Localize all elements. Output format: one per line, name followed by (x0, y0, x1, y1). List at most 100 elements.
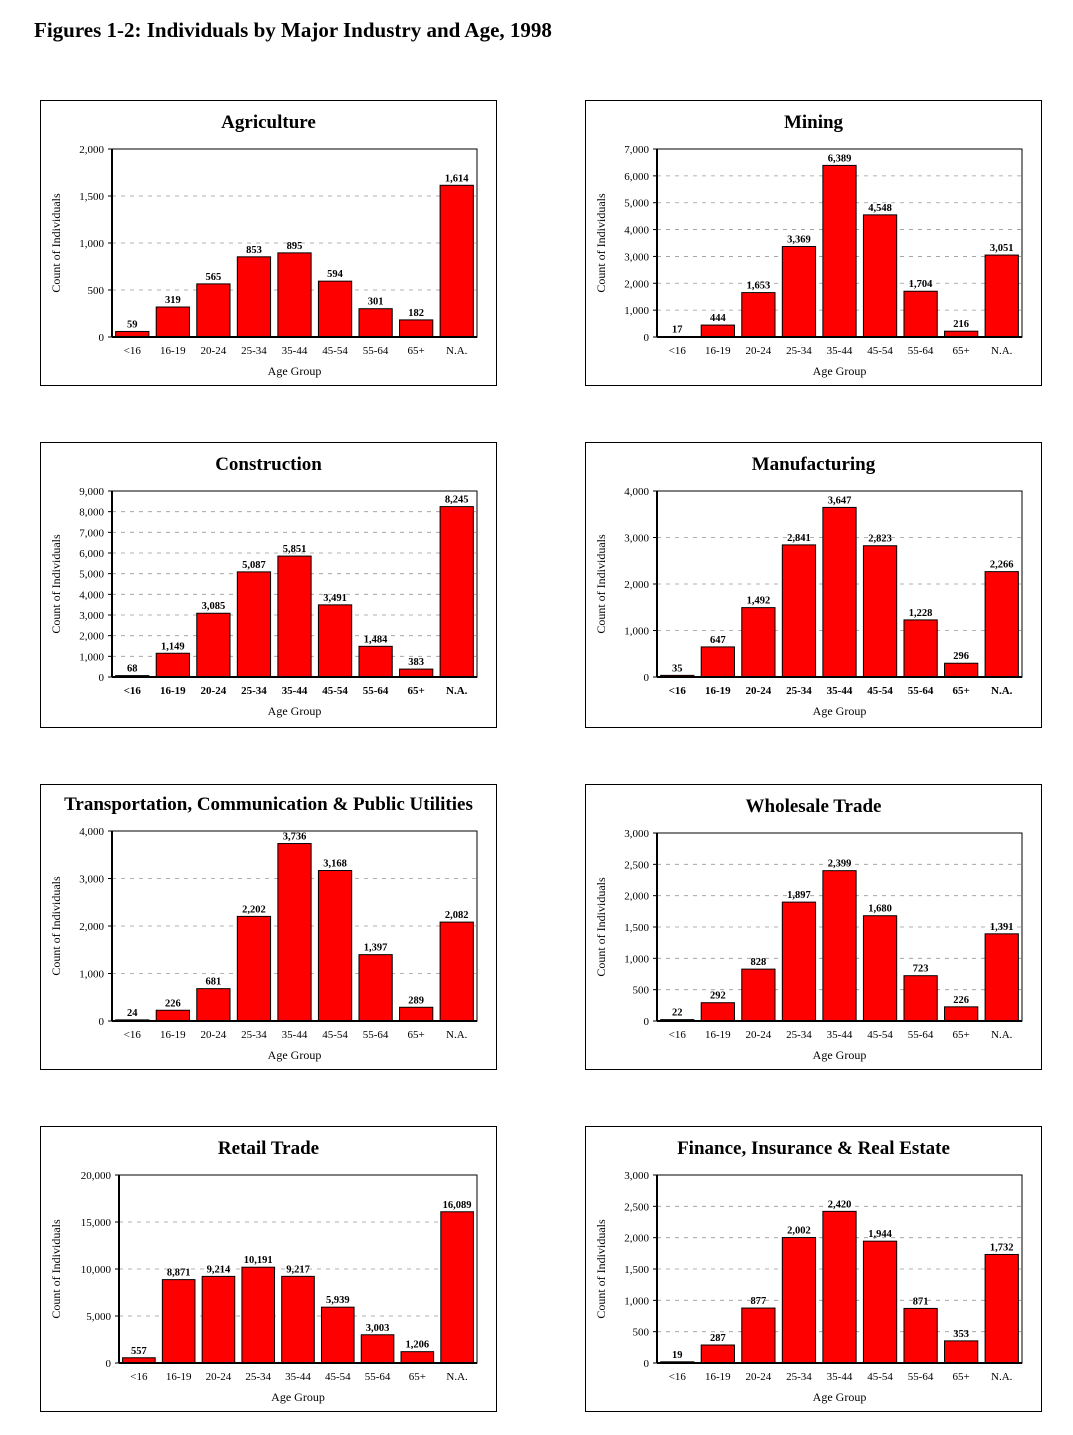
data-label: 2,266 (990, 560, 1014, 571)
x-tick-label: 45-54 (322, 345, 348, 357)
x-tick-label: 65+ (953, 1371, 970, 1383)
x-axis-label: Age Group (813, 1390, 867, 1404)
x-tick-label: 35-44 (282, 1029, 308, 1041)
x-tick-label: <16 (130, 1371, 148, 1383)
data-label: 1,732 (990, 1242, 1014, 1253)
data-label: 877 (751, 1296, 767, 1307)
data-label: 3,003 (366, 1323, 390, 1334)
y-tick-label: 1,000 (79, 238, 104, 250)
y-tick-label: 6,000 (79, 548, 104, 560)
bar (781, 544, 817, 678)
data-label: 2,420 (828, 1199, 852, 1210)
x-tick-label: 20-24 (746, 685, 772, 697)
x-tick-label: <16 (124, 345, 142, 357)
y-tick-label: 500 (88, 285, 105, 297)
data-label: 5,087 (242, 560, 266, 571)
data-label: 2,202 (242, 904, 266, 915)
data-label: 383 (408, 657, 424, 668)
bar (317, 870, 353, 1022)
chart-svg: Finance, Insurance & Real Estate 19 <16 287… (594, 1138, 1023, 1404)
data-label: 292 (710, 991, 726, 1002)
chart-title: Wholesale Trade (746, 796, 882, 817)
chart-panel: Agriculture 59 <16 319 16-19 565 20-24 853 25-34… (40, 100, 497, 386)
bar (862, 1240, 898, 1364)
x-tick-label: 55-64 (908, 1029, 934, 1041)
x-tick-label: N.A. (991, 345, 1013, 357)
bar (358, 308, 393, 338)
bar (236, 256, 272, 338)
x-tick-label: N.A. (446, 1029, 468, 1041)
chart-title: Retail Trade (218, 1138, 319, 1159)
y-tick-label: 4,000 (624, 486, 649, 498)
y-tick-label: 6,000 (624, 171, 649, 183)
x-tick-label: 65+ (408, 685, 425, 697)
y-tick-label: 2,000 (79, 631, 104, 643)
chart-panel: Manufacturing 35 <16 647 16-19 1,492 20-24 2,84… (585, 442, 1042, 728)
data-label: 19 (672, 1350, 683, 1361)
y-tick-label: 0 (99, 672, 105, 684)
bar (984, 254, 1019, 338)
x-tick-label: 35-44 (827, 345, 853, 357)
y-tick-label: 2,500 (624, 859, 649, 871)
bar (862, 214, 898, 338)
bar (399, 668, 434, 678)
x-tick-label: 65+ (953, 345, 970, 357)
y-tick-label: 0 (644, 1016, 650, 1028)
y-tick-label: 9,000 (79, 486, 104, 498)
bar (903, 619, 938, 678)
data-label: 3,736 (283, 832, 307, 843)
x-tick-label: 35-44 (282, 685, 308, 697)
data-label: 8,245 (445, 495, 469, 506)
data-label: 828 (751, 957, 767, 968)
x-tick-label: 16-19 (160, 685, 186, 697)
bar (700, 1002, 735, 1022)
chart-title: Finance, Insurance & Real Estate (677, 1138, 950, 1159)
y-tick-label: 15,000 (81, 1217, 112, 1229)
data-label: 9,217 (286, 1264, 310, 1275)
data-label: 353 (953, 1329, 969, 1340)
y-tick-label: 7,000 (79, 527, 104, 539)
y-tick-label: 3,000 (624, 251, 649, 263)
y-axis-label: Count of Individuals (49, 534, 63, 634)
data-label: 557 (131, 1346, 147, 1357)
chart-title: Transportation, Communication & Public U… (64, 794, 473, 815)
x-tick-label: N.A. (446, 345, 468, 357)
data-label: 22 (672, 1008, 683, 1019)
x-axis-label: Age Group (813, 364, 867, 378)
data-label: 2,082 (445, 910, 469, 921)
x-tick-label: 55-64 (365, 1371, 391, 1383)
data-label: 59 (127, 319, 137, 330)
bar (822, 506, 857, 678)
data-label: 647 (710, 635, 726, 646)
bar (903, 290, 938, 338)
data-label: 2,399 (828, 859, 852, 870)
x-tick-label: 25-34 (241, 1029, 267, 1041)
y-tick-label: 2,500 (624, 1201, 649, 1213)
data-label: 1,897 (787, 890, 811, 901)
y-tick-label: 3,000 (624, 1170, 649, 1182)
bar (862, 915, 898, 1022)
y-tick-label: 2,000 (624, 891, 649, 903)
x-tick-label: <16 (669, 685, 687, 697)
y-tick-label: 1,500 (624, 1264, 649, 1276)
bar (317, 280, 353, 338)
data-label: 853 (246, 245, 262, 256)
data-label: 9,214 (207, 1264, 231, 1275)
x-tick-label: N.A. (991, 685, 1013, 697)
data-label: 287 (710, 1333, 726, 1344)
y-tick-label: 1,000 (624, 953, 649, 965)
x-axis-label: Age Group (268, 1048, 322, 1062)
bar (439, 506, 474, 678)
y-tick-label: 0 (99, 332, 105, 344)
x-axis-label: Age Group (813, 1048, 867, 1062)
data-label: 1,397 (364, 943, 388, 954)
bar (317, 604, 353, 678)
data-label: 3,491 (323, 593, 347, 604)
chart-title: Mining (784, 112, 844, 133)
x-tick-label: 16-19 (166, 1371, 192, 1383)
x-tick-label: 20-24 (201, 685, 227, 697)
x-tick-label: N.A. (991, 1371, 1013, 1383)
data-label: 1,704 (909, 279, 933, 290)
y-tick-label: 1,500 (79, 191, 104, 203)
x-tick-label: 16-19 (705, 1371, 731, 1383)
